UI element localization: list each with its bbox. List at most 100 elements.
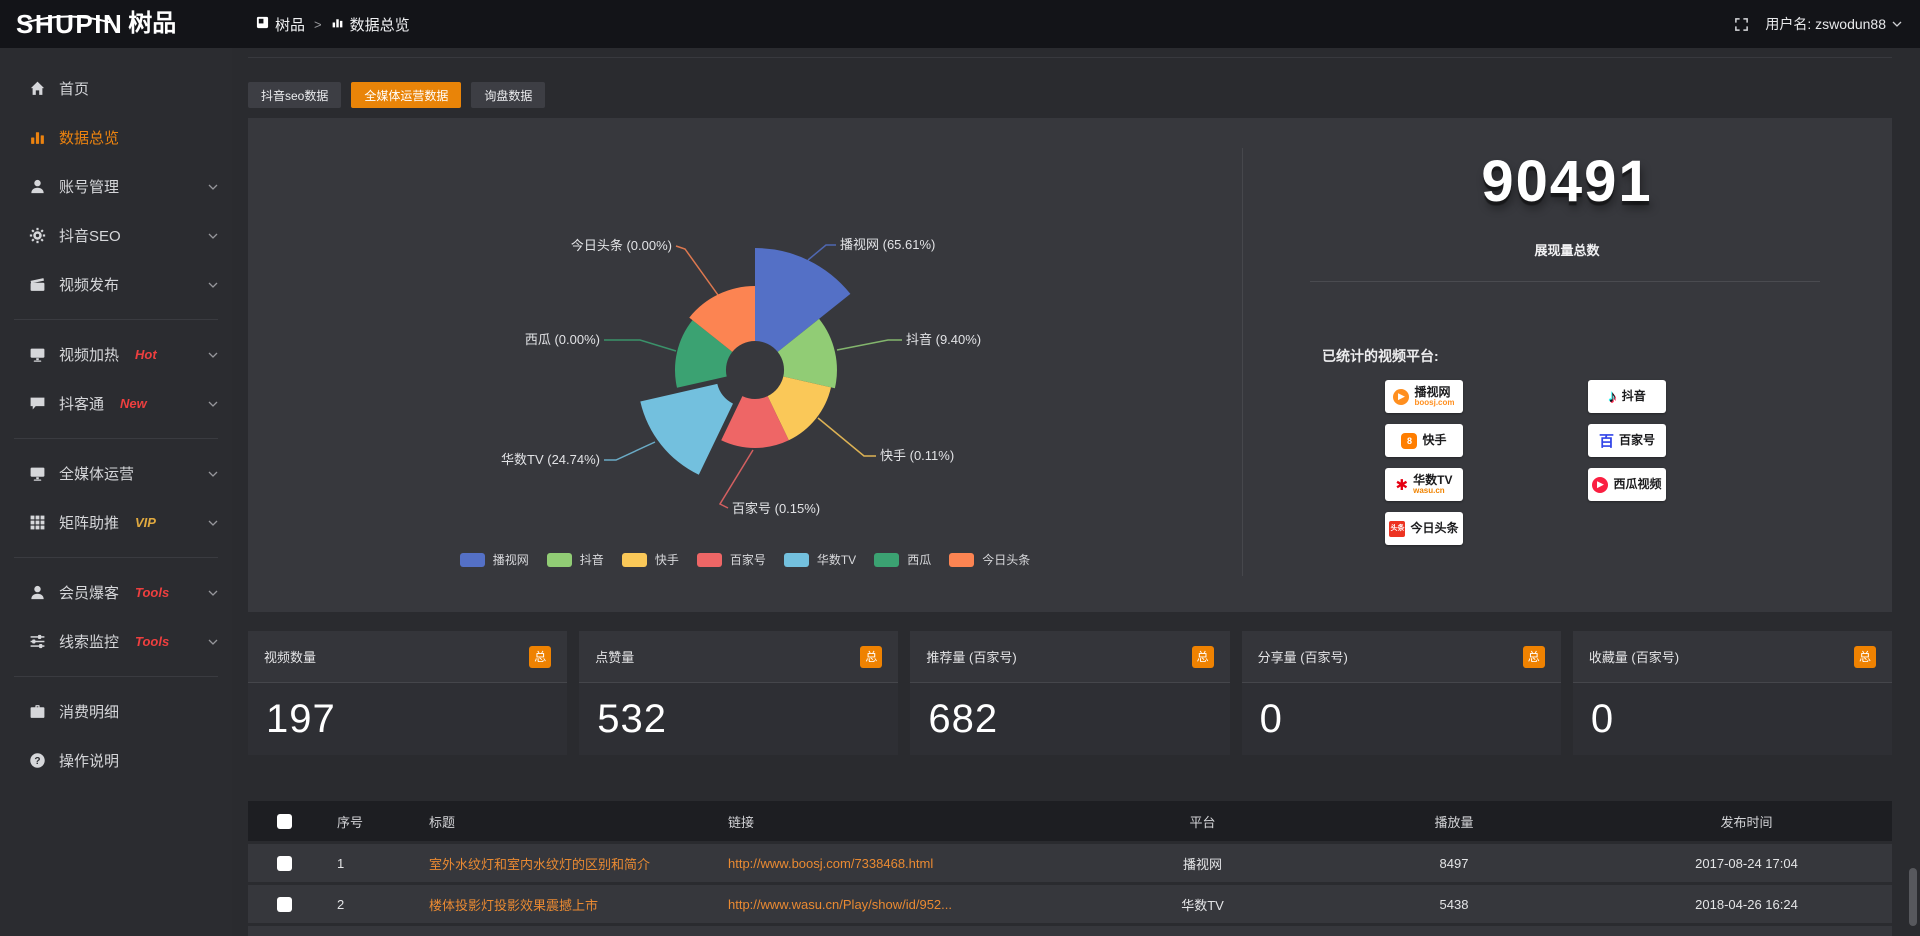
table-cell-time: 2018-04-26 16:24 <box>1695 896 1798 912</box>
legend-swatch <box>546 552 572 567</box>
sidebar-item[interactable]: 视频加热 Hot <box>0 330 232 379</box>
fullscreen-icon[interactable] <box>1734 17 1749 32</box>
chevron-down-icon <box>1892 21 1902 27</box>
svg-text:?: ? <box>34 756 40 767</box>
gear-icon <box>28 227 46 244</box>
legend-item[interactable]: 抖音 <box>546 551 604 568</box>
platform-badge-label: 华数TV wasu.cn <box>1413 474 1452 495</box>
pie-slice[interactable] <box>675 320 733 388</box>
sidebar-item[interactable]: ? 操作说明 <box>0 736 232 785</box>
total-impressions-label: 展现量总数 <box>1534 243 1600 258</box>
monitor-play-icon <box>28 346 46 363</box>
stat-card-title: 推荐量 (百家号) <box>926 650 1017 665</box>
legend-label: 华数TV <box>816 553 857 567</box>
row-checkbox[interactable] <box>277 855 292 871</box>
platforms-label: 已统计的视频平台: <box>1322 348 1439 364</box>
legend-item[interactable]: 今日头条 <box>949 551 1030 568</box>
tab-button[interactable]: 全媒体运营数据 <box>351 82 462 108</box>
stat-card-value: 0 <box>1590 697 1615 741</box>
legend-swatch <box>696 552 722 567</box>
bar-chart-icon <box>28 129 46 146</box>
tab-button[interactable]: 询盘数据 <box>471 82 546 108</box>
sidebar-item[interactable]: 抖音SEO <box>0 211 232 260</box>
platform-badge: 百百家号 <box>1588 424 1666 457</box>
stat-card-title: 视频数量 <box>264 650 317 665</box>
pie-label: 今日头条 (0.00%) <box>571 238 672 253</box>
pie-slice[interactable] <box>721 396 789 449</box>
sidebar-item[interactable]: 账号管理 <box>0 162 232 211</box>
legend-item[interactable]: 华数TV <box>783 551 857 568</box>
sidebar-item-label: 操作说明 <box>59 753 120 770</box>
home-icon <box>28 80 46 97</box>
platform-badge-label: 快手 <box>1422 434 1446 447</box>
sidebar-item[interactable]: 首页 <box>0 64 232 113</box>
legend-label: 快手 <box>654 553 679 567</box>
sidebar: 首页数据总览 账号管理 抖音SEO 视频发布视频加热 Hot 抖客通 New 全媒体运营 矩阵助… <box>0 48 232 936</box>
boosj-logo: ▶ <box>1393 388 1410 405</box>
table-cell-title[interactable]: 楼体投影灯投影效果震撼上市 <box>429 897 599 913</box>
table-header-cell: 序号 <box>337 814 364 830</box>
pie-slice[interactable] <box>755 247 851 352</box>
logo-arc <box>23 15 113 23</box>
pie-label-line <box>817 417 876 457</box>
table-cell-no: 1 <box>337 855 345 871</box>
sidebar-item-badge: Tools <box>135 585 170 600</box>
legend-label: 西瓜 <box>907 553 932 567</box>
stat-card-header: 分享量 (百家号) 总 <box>1241 631 1561 683</box>
platform-badge-label: 百家号 <box>1619 434 1655 447</box>
pie-slice[interactable] <box>640 383 733 475</box>
stat-card-title: 分享量 (百家号) <box>1257 650 1348 665</box>
sidebar-item[interactable]: 会员爆客 Tools <box>0 568 232 617</box>
stat-card: 推荐量 (百家号) 总 682 <box>910 631 1230 755</box>
stat-card-header: 点赞量 总 <box>579 631 899 683</box>
select-all-checkbox[interactable] <box>277 813 292 829</box>
platform-badge: ✱ 华数TV wasu.cn <box>1385 468 1463 501</box>
pie-label: 百家号 (0.15%) <box>732 501 820 516</box>
sidebar-divider <box>14 557 218 558</box>
legend-item[interactable]: 百家号 <box>696 551 766 568</box>
breadcrumb: 树品 > 数据总览 <box>256 14 410 35</box>
table-header-cell: 链接 <box>728 814 755 830</box>
breadcrumb-separator: > <box>314 16 322 32</box>
tab-button[interactable]: 抖音seo数据 <box>248 82 342 108</box>
stat-card-title: 收藏量 (百家号) <box>1588 650 1680 665</box>
chevron-down-icon <box>208 184 218 190</box>
sidebar-item[interactable]: 视频发布 <box>0 260 232 309</box>
sidebar-item[interactable]: 全媒体运营 <box>0 449 232 498</box>
xigua-logo: ▶ <box>1592 476 1609 493</box>
legend-item[interactable]: 播视网 <box>459 551 529 568</box>
header-divider <box>248 57 1892 58</box>
table-header-cell <box>248 813 321 829</box>
legend-item[interactable]: 西瓜 <box>874 551 931 568</box>
pie-slice[interactable] <box>777 318 837 389</box>
user-icon <box>28 178 46 195</box>
total-impressions-value: 90491 <box>1481 149 1653 214</box>
platform-name: 快手 <box>1422 433 1447 448</box>
chart-legend: 播视网 抖音 快手 百家号 华数TV 西瓜 今日头条 <box>248 551 1242 568</box>
pie-slice[interactable] <box>689 286 755 352</box>
scrollbar-thumb[interactable] <box>1909 868 1917 926</box>
row-checkbox[interactable] <box>277 896 292 912</box>
legend-item[interactable]: 快手 <box>621 551 679 568</box>
sidebar-item[interactable]: 数据总览 <box>0 113 232 162</box>
sidebar-item-badge: Tools <box>135 634 170 649</box>
sidebar-item[interactable]: 线索监控 Tools <box>0 617 232 666</box>
user-menu[interactable]: 用户名: zswodun88 <box>1765 14 1902 34</box>
sidebar-item-label: 首页 <box>59 81 90 98</box>
sidebar-item[interactable]: 矩阵助推 VIP <box>0 498 232 547</box>
sidebar-item[interactable]: 抖客通 New <box>0 379 232 428</box>
sidebar-item[interactable]: 消费明细 <box>0 687 232 736</box>
breadcrumb-item-app[interactable]: 树品 <box>256 14 305 35</box>
legend-label: 百家号 <box>729 553 766 567</box>
platform-name: 播视网 <box>1414 385 1451 399</box>
pie-label-line <box>807 244 836 261</box>
stat-card-title: 点赞量 <box>595 650 635 665</box>
member-icon <box>28 584 46 601</box>
table-cell-link[interactable]: http://www.boosj.com/7338468.html <box>728 855 934 871</box>
breadcrumb-item-overview[interactable]: 数据总览 <box>331 14 410 35</box>
total-badge: 总 <box>1854 645 1877 668</box>
pie-slice[interactable] <box>767 376 831 441</box>
table-cell-link[interactable]: http://www.wasu.cn/Play/show/id/952... <box>728 896 952 912</box>
toutiao-logo: 头条 <box>1389 520 1406 537</box>
table-cell-title[interactable]: 室外水纹灯和室内水纹灯的区别和简介 <box>429 856 651 872</box>
